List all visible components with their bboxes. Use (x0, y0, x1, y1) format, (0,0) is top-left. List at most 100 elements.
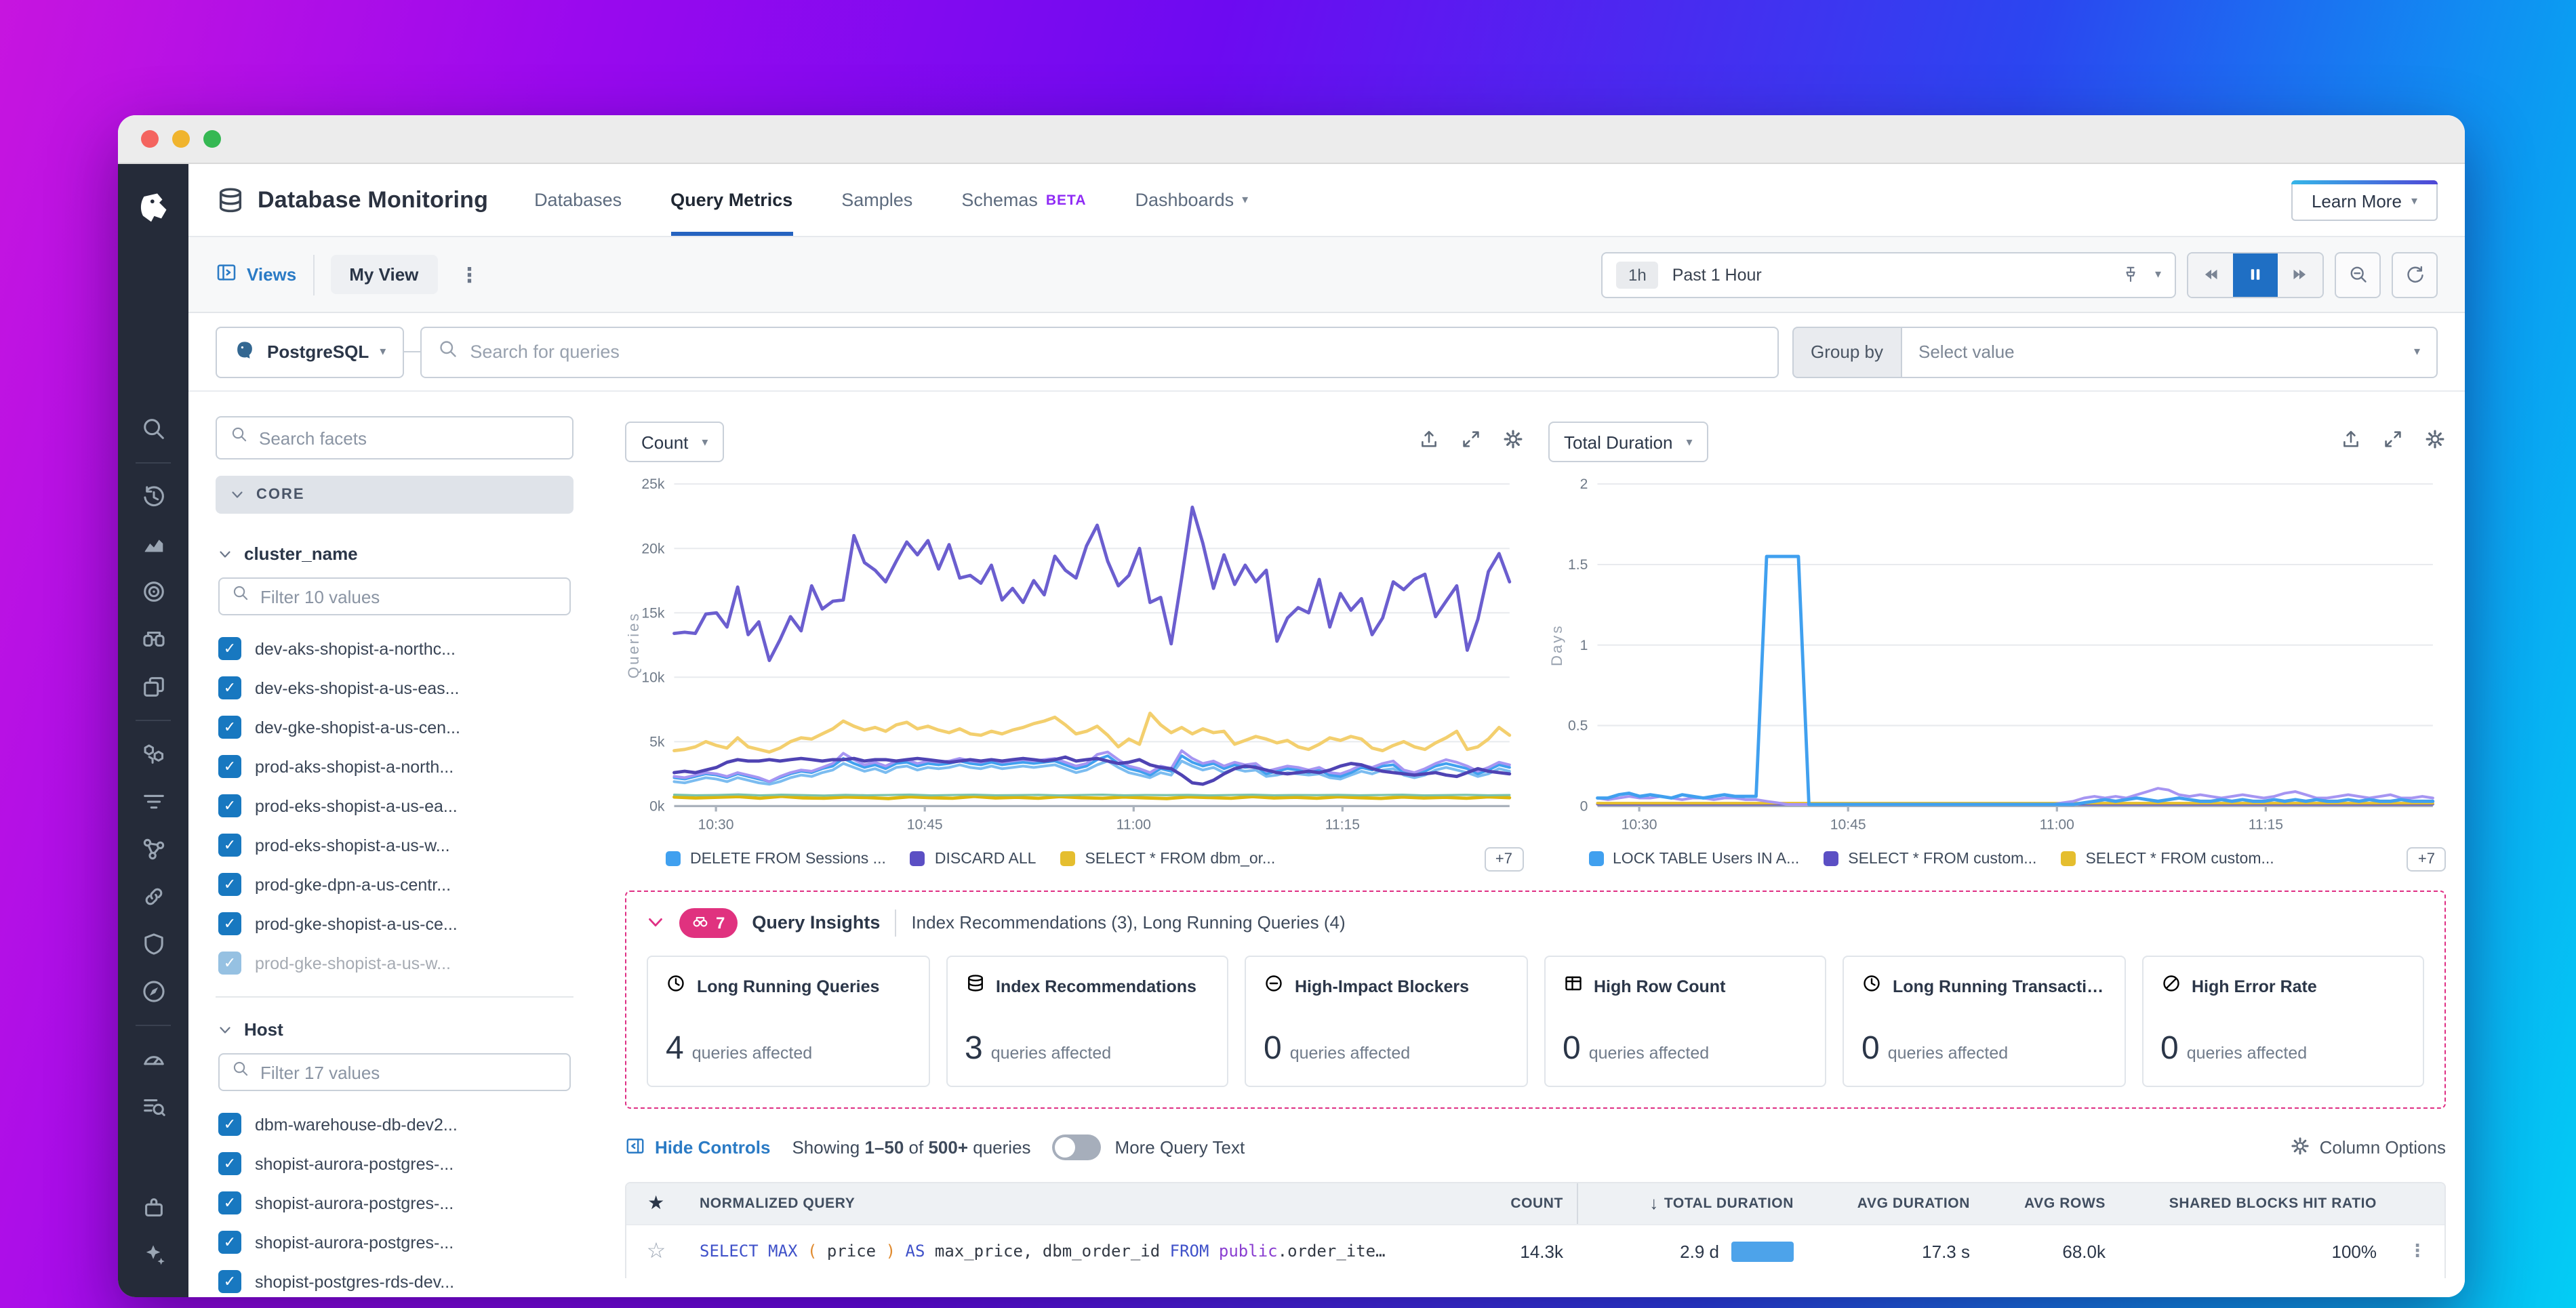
time-range-selector[interactable]: 1h Past 1 Hour ▾ (1601, 251, 2176, 298)
facet-value[interactable]: ✓ prod-gke-shopist-a-us-w... (216, 943, 573, 983)
tab-query-metrics[interactable]: Query Metrics (670, 164, 793, 236)
insight-card-high-impact-blockers[interactable]: High-Impact Blockers 0 queries affected (1245, 955, 1527, 1087)
group-by-select[interactable]: Select value ▾ (1901, 326, 2438, 377)
facet-value[interactable]: ✓ shopist-postgres-rds-dev... (216, 1262, 573, 1297)
refresh-button[interactable] (2392, 251, 2438, 298)
facet-value[interactable]: ✓ prod-eks-shopist-a-us-ea... (216, 786, 573, 825)
facet-value[interactable]: ✓ shopist-aurora-postgres-... (216, 1144, 573, 1183)
insight-card-index-recommendations[interactable]: Index Recommendations 3 queries affected (946, 955, 1228, 1087)
tab-schemas[interactable]: Schemas BETA (961, 190, 1087, 210)
facet-filter-input[interactable] (260, 1062, 557, 1082)
expand-icon[interactable] (2382, 428, 2404, 456)
tab-samples[interactable]: Samples (841, 190, 913, 210)
current-view-chip[interactable]: My View (330, 255, 438, 294)
checkbox-checked-icon[interactable]: ✓ (218, 912, 241, 935)
pin-icon[interactable] (2121, 264, 2141, 285)
checkbox-checked-icon[interactable]: ✓ (218, 1191, 241, 1214)
forward-button[interactable] (2278, 253, 2322, 296)
checkbox-checked-icon[interactable]: ✓ (218, 716, 241, 739)
facet-value[interactable]: ✓ prod-gke-shopist-a-us-ce... (216, 904, 573, 943)
assistant-sparkle-icon[interactable] (140, 1231, 166, 1278)
history-icon[interactable] (140, 473, 166, 520)
checkbox-checked-icon[interactable]: ✓ (218, 1113, 241, 1136)
facet-value[interactable]: ✓ prod-gke-dpn-a-us-centr... (216, 865, 573, 904)
integrations-puzzle-icon[interactable] (140, 1183, 166, 1231)
column-header-avg-duration[interactable]: AVG DURATION (1857, 1195, 1970, 1212)
legend-item[interactable]: SELECT * FROM dbm_or... (1060, 851, 1275, 867)
tab-databases[interactable]: Databases (534, 190, 622, 210)
checkbox-checked-icon[interactable]: ✓ (218, 637, 241, 660)
views-button[interactable]: Views (216, 262, 296, 287)
column-header-shared-blocks-hit-ratio[interactable]: SHARED BLOCKS HIT RATIO (2169, 1195, 2377, 1212)
collapse-chevron-icon[interactable] (647, 914, 664, 932)
facet-value[interactable]: ✓ dev-aks-shopist-a-northc... (216, 629, 573, 668)
zoom-out-button[interactable] (2335, 251, 2381, 298)
checkbox-checked-icon[interactable]: ✓ (218, 794, 241, 817)
facet-filter-input[interactable] (260, 586, 557, 607)
layers-icon[interactable] (140, 663, 166, 710)
security-shield-icon[interactable] (140, 920, 166, 968)
column-options-button[interactable]: Column Options (2290, 1136, 2446, 1160)
facet-value[interactable]: ✓ dev-eks-shopist-a-us-eas... (216, 668, 573, 708)
legend-item[interactable]: LOCK TABLE Users IN A... (1588, 851, 1799, 867)
search-icon[interactable] (140, 405, 166, 453)
checkbox-checked-icon[interactable]: ✓ (218, 676, 241, 699)
rewind-button[interactable] (2188, 253, 2233, 296)
checkbox-checked-icon[interactable]: ✓ (218, 755, 241, 778)
insight-card-high-row-count[interactable]: High Row Count 0 queries affected (1544, 955, 1826, 1087)
view-options-kebab-icon[interactable]: ⋮ (459, 264, 480, 287)
close-window-button[interactable] (141, 130, 159, 148)
hide-controls-button[interactable]: Hide Controls (625, 1136, 770, 1160)
insight-card-long-running-queries[interactable]: Long Running Queries 4 queries affected (647, 955, 929, 1087)
pause-button[interactable] (2233, 253, 2278, 296)
infrastructure-icon[interactable] (140, 731, 166, 778)
network-icon[interactable] (140, 825, 166, 873)
logs-filter-icon[interactable] (140, 778, 166, 825)
facet-header-cluster_name[interactable]: cluster_name (218, 544, 573, 564)
legend-overflow-badge[interactable]: +7 (1484, 846, 1523, 872)
facet-search-input[interactable] (259, 428, 559, 448)
column-header-normalized-query[interactable]: NORMALIZED QUERY (700, 1195, 856, 1212)
facet-value[interactable]: ✓ dev-gke-shopist-a-us-cen... (216, 708, 573, 747)
ci-compass-icon[interactable] (140, 968, 166, 1015)
legend-item[interactable]: DISCARD ALL (910, 851, 1036, 867)
table-row[interactable]: ☆ SELECT MAX ( price ) AS max_price, dbm… (626, 1223, 2444, 1278)
learn-more-button[interactable]: Learn More ▾ (2291, 180, 2438, 220)
metrics-icon[interactable] (140, 520, 166, 568)
checkbox-checked-icon[interactable]: ✓ (218, 952, 241, 975)
checkbox-checked-icon[interactable]: ✓ (218, 873, 241, 896)
facet-group-core[interactable]: CORE (216, 476, 573, 514)
insight-card-long-running-transactions[interactable]: Long Running Transactions 0 queries affec… (1843, 955, 2125, 1087)
favorite-star-icon[interactable]: ☆ (646, 1240, 666, 1264)
apm-icon[interactable] (140, 568, 166, 615)
export-icon[interactable] (1417, 428, 1439, 456)
chart-plot[interactable]: Days 0 0.5 1 1.5 2 10:30 10:45 11:00 11:15 (1548, 468, 2446, 844)
links-icon[interactable] (140, 873, 166, 920)
chart-plot[interactable]: Queries 0k 5k 10k 15k 20k 25k 10:30 10:45 11:00 11… (625, 468, 1523, 844)
checkbox-checked-icon[interactable]: ✓ (218, 1152, 241, 1175)
chart-metric-select[interactable]: Total Duration ▾ (1548, 422, 1709, 462)
minimize-window-button[interactable] (172, 130, 190, 148)
facet-value[interactable]: ✓ prod-aks-shopist-a-north... (216, 747, 573, 786)
more-query-text-toggle[interactable] (1052, 1135, 1102, 1161)
facet-value[interactable]: ✓ prod-eks-shopist-a-us-w... (216, 825, 573, 865)
maximize-window-button[interactable] (203, 130, 221, 148)
favorite-column-header[interactable]: ★ (647, 1191, 665, 1214)
datadog-logo[interactable] (133, 178, 174, 240)
expand-icon[interactable] (1460, 428, 1481, 456)
insight-card-high-error-rate[interactable]: High Error Rate 0 queries affected (2141, 955, 2424, 1087)
column-header-total-duration[interactable]: ↓ TOTAL DURATION (1577, 1183, 1807, 1224)
row-options-kebab-icon[interactable]: ⋮ (2409, 1240, 2426, 1261)
legend-item[interactable]: SELECT * FROM custom... (1824, 851, 2036, 867)
facet-header-host[interactable]: Host (218, 1019, 573, 1040)
facet-value[interactable]: ✓ shopist-aurora-postgres-... (216, 1183, 573, 1223)
query-search-input[interactable] (470, 342, 1761, 362)
facet-value[interactable]: ✓ dbm-warehouse-db-dev2... (216, 1105, 573, 1144)
normalized-query-cell[interactable]: SELECT MAX ( price ) AS max_price, dbm_o… (700, 1242, 1386, 1261)
gear-icon[interactable] (1502, 428, 1523, 456)
facet-value[interactable]: ✓ shopist-aurora-postgres-... (216, 1223, 573, 1262)
gear-icon[interactable] (2424, 428, 2446, 456)
tab-dashboards[interactable]: Dashboards ▾ (1135, 190, 1249, 210)
checkbox-checked-icon[interactable]: ✓ (218, 1270, 241, 1293)
legend-item[interactable]: SELECT * FROM custom... (2061, 851, 2274, 867)
